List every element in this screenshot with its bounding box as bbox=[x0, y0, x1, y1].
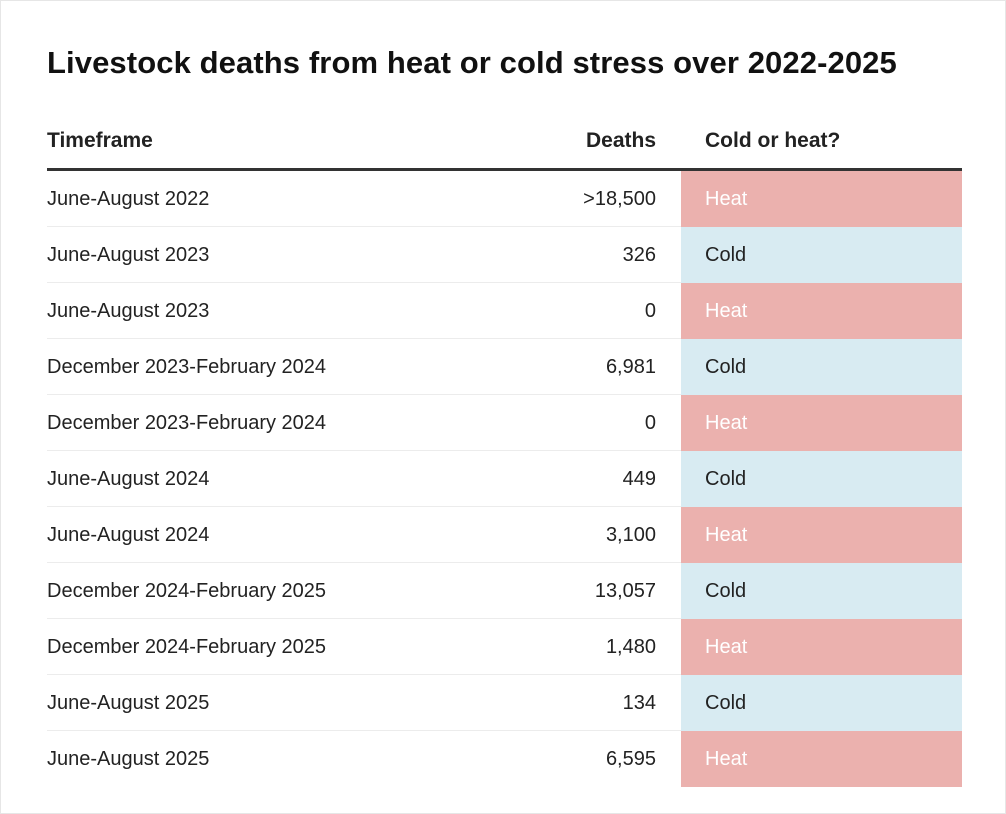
table-body: June-August 2022 >18,500 Heat June-August 2… bbox=[47, 171, 962, 787]
cell-type-cold: Cold bbox=[681, 227, 962, 283]
cell-deaths: 6,981 bbox=[605, 356, 656, 378]
cell-deaths: 0 bbox=[644, 300, 656, 322]
cell-type-heat: Heat bbox=[681, 731, 962, 787]
table-row: December 2023-February 2024 6,981 Cold bbox=[47, 339, 962, 395]
cell-type-heat: Heat bbox=[681, 283, 962, 339]
cell-timeframe: December 2023-February 2024 bbox=[47, 356, 327, 378]
table-row: June-August 2023 326 Cold bbox=[47, 227, 962, 283]
cell-timeframe: June-August 2023 bbox=[47, 244, 210, 266]
table-row: June-August 2025 134 Cold bbox=[47, 675, 962, 731]
data-table: Timeframe Deaths Cold or heat? June-Augu… bbox=[47, 113, 962, 787]
cell-timeframe: December 2024-February 2025 bbox=[47, 580, 327, 602]
header-timeframe: Timeframe bbox=[47, 129, 153, 152]
cell-timeframe: December 2024-February 2025 bbox=[47, 636, 327, 658]
cell-timeframe: June-August 2025 bbox=[47, 748, 210, 770]
cell-deaths: 13,057 bbox=[594, 580, 656, 602]
table-row: December 2024-February 2025 1,480 Heat bbox=[47, 619, 962, 675]
cell-type-cold: Cold bbox=[681, 563, 962, 619]
cell-timeframe: June-August 2024 bbox=[47, 524, 210, 546]
table-row: June-August 2024 449 Cold bbox=[47, 451, 962, 507]
cell-type-heat: Heat bbox=[681, 395, 962, 451]
table-row: June-August 2024 3,100 Heat bbox=[47, 507, 962, 563]
table-row: December 2024-February 2025 13,057 Cold bbox=[47, 563, 962, 619]
cell-timeframe: June-August 2025 bbox=[47, 692, 210, 714]
chart-title: Livestock deaths from heat or cold stres… bbox=[47, 45, 897, 80]
cell-type-cold: Cold bbox=[681, 675, 962, 731]
header-deaths: Deaths bbox=[585, 129, 656, 152]
cell-type-heat: Heat bbox=[681, 507, 962, 563]
table-row: June-August 2025 6,595 Heat bbox=[47, 731, 962, 787]
cell-type-heat: Heat bbox=[681, 619, 962, 675]
cell-timeframe: June-August 2023 bbox=[47, 300, 210, 322]
cell-deaths: 0 bbox=[644, 412, 656, 434]
cell-deaths: 1,480 bbox=[605, 636, 656, 658]
cell-deaths: 449 bbox=[622, 468, 656, 490]
cell-deaths: 6,595 bbox=[605, 748, 656, 770]
cell-deaths: >18,500 bbox=[583, 188, 656, 210]
table-row: June-August 2022 >18,500 Heat bbox=[47, 171, 962, 227]
cell-type-cold: Cold bbox=[681, 451, 962, 507]
table-header: Timeframe Deaths Cold or heat? bbox=[47, 113, 962, 171]
cell-deaths: 3,100 bbox=[605, 524, 656, 546]
cell-timeframe: June-August 2024 bbox=[47, 468, 210, 490]
cell-deaths: 134 bbox=[622, 692, 656, 714]
header-cold-or-heat: Cold or heat? bbox=[705, 129, 841, 152]
cell-type-heat: Heat bbox=[681, 171, 962, 227]
cell-deaths: 326 bbox=[622, 244, 656, 266]
cell-timeframe: December 2023-February 2024 bbox=[47, 412, 327, 434]
table-row: December 2023-February 2024 0 Heat bbox=[47, 395, 962, 451]
cell-timeframe: June-August 2022 bbox=[47, 188, 210, 210]
table-row: June-August 2023 0 Heat bbox=[47, 283, 962, 339]
cell-type-cold: Cold bbox=[681, 339, 962, 395]
